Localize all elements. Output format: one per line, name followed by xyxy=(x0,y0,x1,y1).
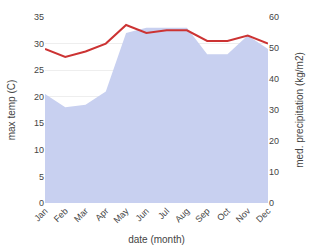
svg-text:15: 15 xyxy=(34,118,44,128)
svg-text:10: 10 xyxy=(34,145,44,155)
svg-text:50: 50 xyxy=(269,43,279,53)
svg-text:date (month): date (month) xyxy=(128,234,185,245)
svg-text:Sep: Sep xyxy=(193,206,211,224)
svg-text:0: 0 xyxy=(39,198,44,208)
svg-text:Mar: Mar xyxy=(72,206,90,224)
svg-text:0: 0 xyxy=(269,198,274,208)
svg-text:Apr: Apr xyxy=(93,206,110,223)
svg-text:20: 20 xyxy=(269,136,279,146)
svg-text:Dec: Dec xyxy=(254,206,273,225)
svg-text:40: 40 xyxy=(269,74,279,84)
svg-text:20: 20 xyxy=(34,92,44,102)
svg-text:10: 10 xyxy=(269,167,279,177)
svg-text:Nov: Nov xyxy=(234,206,253,225)
svg-text:Jul: Jul xyxy=(156,206,171,221)
svg-text:max temp (C): max temp (C) xyxy=(6,80,17,141)
svg-text:Jan: Jan xyxy=(32,206,49,223)
svg-text:30: 30 xyxy=(34,39,44,49)
svg-text:Feb: Feb xyxy=(52,206,70,224)
svg-text:Jun: Jun xyxy=(134,206,151,223)
svg-text:med. precipitation (kg/m2): med. precipitation (kg/m2) xyxy=(294,52,305,168)
svg-text:35: 35 xyxy=(34,12,44,22)
svg-text:30: 30 xyxy=(269,105,279,115)
svg-text:5: 5 xyxy=(39,172,44,182)
svg-text:60: 60 xyxy=(269,12,279,22)
svg-text:25: 25 xyxy=(34,65,44,75)
svg-text:May: May xyxy=(112,206,131,225)
svg-text:Oct: Oct xyxy=(215,206,232,223)
svg-text:Aug: Aug xyxy=(173,206,191,224)
